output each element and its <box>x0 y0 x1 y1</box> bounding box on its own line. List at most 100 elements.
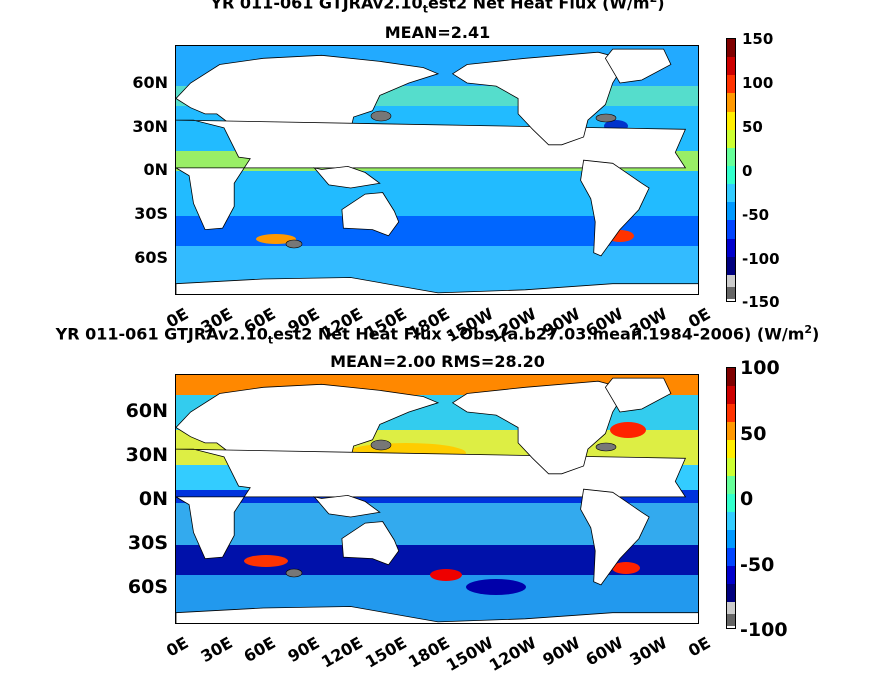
colorbar-swatch <box>727 368 735 386</box>
masked-region <box>595 442 617 452</box>
flux-anomaly <box>256 234 296 244</box>
colorbar-tick-label: -100 <box>740 619 788 641</box>
x-tick-label: 180E <box>404 633 453 672</box>
colorbar-tick-label: 150 <box>742 30 774 48</box>
flux-anomaly <box>244 555 288 567</box>
panel1-map <box>175 45 699 295</box>
landmass-greenland <box>604 48 672 84</box>
colorbar-swatch <box>727 614 735 626</box>
landmass-south-america <box>580 159 650 257</box>
masked-region <box>285 568 303 578</box>
masked-region <box>595 113 617 123</box>
y-tick-label: 0N <box>143 160 168 179</box>
landmass-australia <box>341 192 400 237</box>
landmass-north-america <box>451 380 628 475</box>
colorbar-tick-label: 50 <box>740 423 767 445</box>
colorbar-swatch <box>727 165 735 185</box>
colorbar-swatch <box>727 458 735 476</box>
landmass-australia <box>341 521 400 566</box>
landmass-south-america <box>580 488 650 586</box>
x-tick-label: 90W <box>538 633 583 670</box>
colorbar-swatch <box>727 202 735 221</box>
panel2-title: YR 011-061 GTJRAv2.10test2 Net Heat Flux… <box>55 323 820 347</box>
panel1-colorbar <box>726 38 736 302</box>
colorbar-swatch <box>727 422 735 440</box>
x-tick-label: 120W <box>485 633 540 675</box>
colorbar-tick-label: -50 <box>742 206 770 224</box>
landmass-north-america <box>451 51 628 146</box>
masked-region <box>370 439 392 451</box>
y-tick-label: 30N <box>125 444 168 466</box>
flux-anomaly <box>466 579 526 595</box>
masked-region <box>370 110 392 122</box>
colorbar-tick-label: 100 <box>742 74 774 92</box>
colorbar-swatch <box>727 238 735 257</box>
colorbar-swatch <box>727 566 735 584</box>
y-tick-label: 60N <box>132 73 168 92</box>
colorbar-swatch <box>727 39 735 58</box>
colorbar-swatch <box>727 530 735 548</box>
landmass-antarctica <box>176 277 698 294</box>
landmass-antarctica <box>176 606 698 623</box>
x-tick-label: 30E <box>196 633 236 667</box>
landmass-africa <box>176 119 687 231</box>
colorbar-tick-label: 100 <box>740 357 780 379</box>
landmass-greenland <box>604 377 672 413</box>
panel2-map <box>175 374 699 624</box>
colorbar-swatch <box>727 286 735 299</box>
colorbar-swatch <box>727 494 735 512</box>
colorbar-swatch <box>727 129 735 148</box>
colorbar-swatch <box>727 602 735 614</box>
colorbar-tick-label: 50 <box>742 118 763 136</box>
colorbar-swatch <box>727 147 735 166</box>
y-tick-label: 60N <box>125 400 168 422</box>
colorbar-swatch <box>727 274 735 287</box>
map-svg <box>176 46 698 294</box>
x-tick-label: 30W <box>625 633 670 670</box>
flux-anomaly <box>612 562 640 574</box>
panel2-colorbar <box>726 367 736 629</box>
colorbar-tick-label: -150 <box>742 293 780 311</box>
x-tick-label: 150W <box>442 633 497 675</box>
flux-anomaly <box>610 422 646 438</box>
colorbar-swatch <box>727 440 735 458</box>
x-tick-label: 150E <box>361 633 410 672</box>
colorbar-swatch <box>727 256 735 275</box>
colorbar-swatch <box>727 548 735 566</box>
y-tick-label: 30N <box>132 117 168 136</box>
colorbar-tick-label: 0 <box>742 162 753 180</box>
colorbar-tick-label: -50 <box>740 554 775 576</box>
colorbar-swatch <box>727 404 735 422</box>
y-tick-label: 30S <box>134 204 168 223</box>
panel1-subtitle: MEAN=2.41 <box>384 23 491 42</box>
landmass-indonesia <box>313 494 381 518</box>
colorbar-swatch <box>727 512 735 530</box>
colorbar-tick-label: 0 <box>740 488 754 510</box>
colorbar-swatch <box>727 584 735 602</box>
panel1-title: YR 011-061 GTJRAv2.10test2 Net Heat Flux… <box>210 0 665 16</box>
colorbar-swatch <box>727 75 735 94</box>
panel2-subtitle: MEAN=2.00 RMS=28.20 <box>330 352 545 371</box>
colorbar-swatch <box>727 220 735 239</box>
colorbar-swatch <box>727 386 735 404</box>
colorbar-swatch <box>727 111 735 130</box>
x-tick-label: 0E <box>162 633 192 661</box>
landmass-indonesia <box>313 165 381 189</box>
x-tick-label: 90E <box>283 633 323 667</box>
x-tick-label: 0E <box>684 633 714 661</box>
flux-anomaly <box>430 569 462 581</box>
masked-region <box>285 239 303 249</box>
y-tick-label: 60S <box>127 576 168 598</box>
map-svg <box>176 375 698 623</box>
colorbar-swatch <box>727 184 735 203</box>
y-tick-label: 30S <box>127 532 168 554</box>
colorbar-tick-label: -100 <box>742 250 780 268</box>
x-tick-label: 60W <box>582 633 627 670</box>
colorbar-swatch <box>727 57 735 76</box>
y-tick-label: 60S <box>134 248 168 267</box>
landmass-africa <box>176 448 687 560</box>
x-tick-label: 120E <box>317 633 366 672</box>
colorbar-swatch <box>727 476 735 494</box>
colorbar-swatch <box>727 93 735 112</box>
x-tick-label: 60E <box>240 633 279 667</box>
